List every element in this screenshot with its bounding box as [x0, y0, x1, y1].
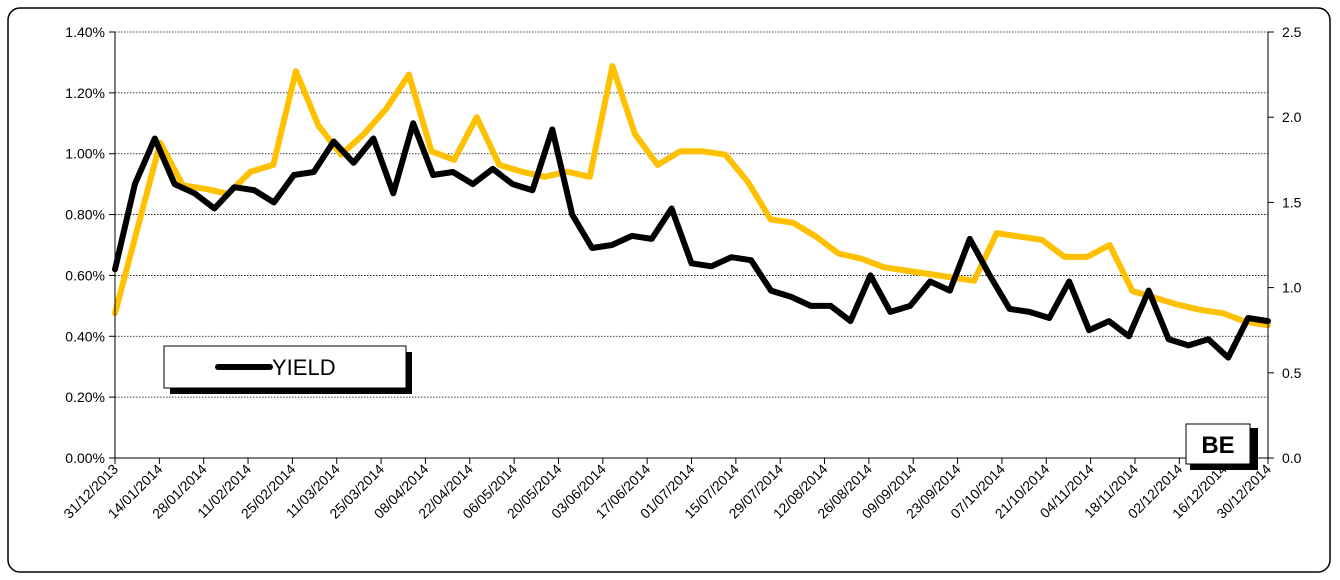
left-axis-tick-label: 0.20%: [65, 389, 105, 405]
legend-label-yield: YIELD: [272, 355, 336, 380]
right-axis-tick-label: 1.5: [1282, 194, 1302, 210]
series-line-yield: [112, 120, 1271, 361]
right-axis-tick-labels: 0.0 0.5 1.0 1.5 2.0 2.5: [1282, 24, 1302, 466]
left-axis-tick-label: 1.00%: [65, 146, 105, 162]
left-axis-tick-label: 1.40%: [65, 24, 105, 40]
left-axis-tick-label: 0.80%: [65, 207, 105, 223]
legend: YIELD: [163, 345, 412, 394]
left-axis-tick-labels: 0.00% 0.20% 0.40% 0.60% 0.80% 1.00% 1.20% 1.40%: [65, 24, 105, 466]
left-axis-tick-label: 1.20%: [65, 85, 105, 101]
left-axis-tick-label: 0.40%: [65, 328, 105, 344]
left-axis-tick-label: 0.60%: [65, 267, 105, 283]
axes: [109, 31, 1274, 464]
right-axis-tick-label: 0.0: [1282, 450, 1302, 466]
right-axis-tick-label: 0.5: [1282, 365, 1302, 381]
legend-box: [163, 345, 407, 389]
badge-label: BE: [1201, 432, 1234, 459]
series-line-right-axis: [112, 63, 1271, 329]
country-badge: BE: [1185, 423, 1258, 470]
series-lines: [112, 63, 1271, 361]
right-axis-tick-label: 2.0: [1282, 109, 1302, 125]
badge-box: [1185, 423, 1251, 465]
left-axis-tick-label: 0.00%: [65, 450, 105, 466]
right-axis-tick-label: 2.5: [1282, 24, 1302, 40]
grid-lines: [115, 31, 1268, 398]
right-axis-tick-label: 1.0: [1282, 280, 1302, 296]
